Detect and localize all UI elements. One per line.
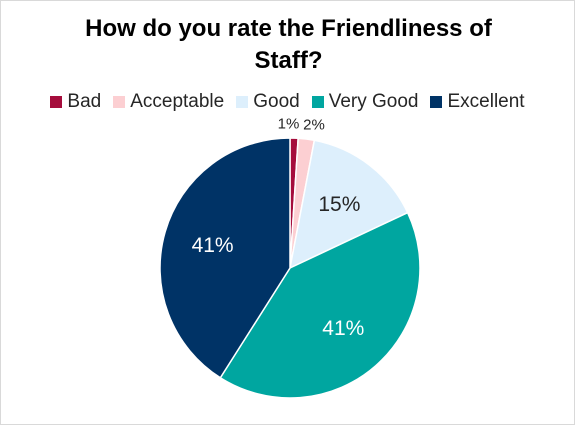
pie-slice-excellent — [159, 137, 291, 379]
legend-swatch-excellent — [430, 96, 443, 108]
legend-item-very-good: Very Good — [311, 91, 419, 113]
legend-label-acceptable: Acceptable — [130, 91, 225, 112]
legend-item-excellent: Excellent — [430, 91, 525, 113]
legend-item-bad: Bad — [50, 91, 101, 113]
legend-swatch-good — [236, 96, 249, 108]
data-label-very-good: 41% — [322, 317, 364, 340]
pie-slice-very-good — [219, 211, 421, 399]
legend-swatch-very-good — [311, 96, 324, 108]
legend-item-good: Good — [236, 91, 300, 113]
chart-title: How do you rate the Friendliness of Staf… — [85, 15, 492, 74]
data-label-good: 15% — [318, 193, 360, 216]
data-label-bad: 1% — [278, 116, 300, 133]
legend-item-acceptable: Acceptable — [113, 91, 224, 113]
pie-slice-good — [288, 139, 409, 270]
pie-slices — [159, 137, 421, 399]
data-label-acceptable: 2% — [303, 117, 325, 134]
legend-swatch-acceptable — [113, 96, 126, 108]
legend-label-bad: Bad — [67, 91, 102, 112]
legend-swatch-bad — [50, 96, 63, 108]
legend-label-good: Good — [253, 91, 300, 112]
legend-label-very-good: Very Good — [328, 91, 419, 112]
data-label-excellent: 41% — [192, 234, 234, 257]
chart-legend: Bad Acceptable Good Very Good Excellent — [1, 91, 574, 113]
pie-data-labels: 1% 2% 15% 41% 41% — [192, 116, 365, 340]
legend-label-excellent: Excellent — [447, 91, 525, 112]
